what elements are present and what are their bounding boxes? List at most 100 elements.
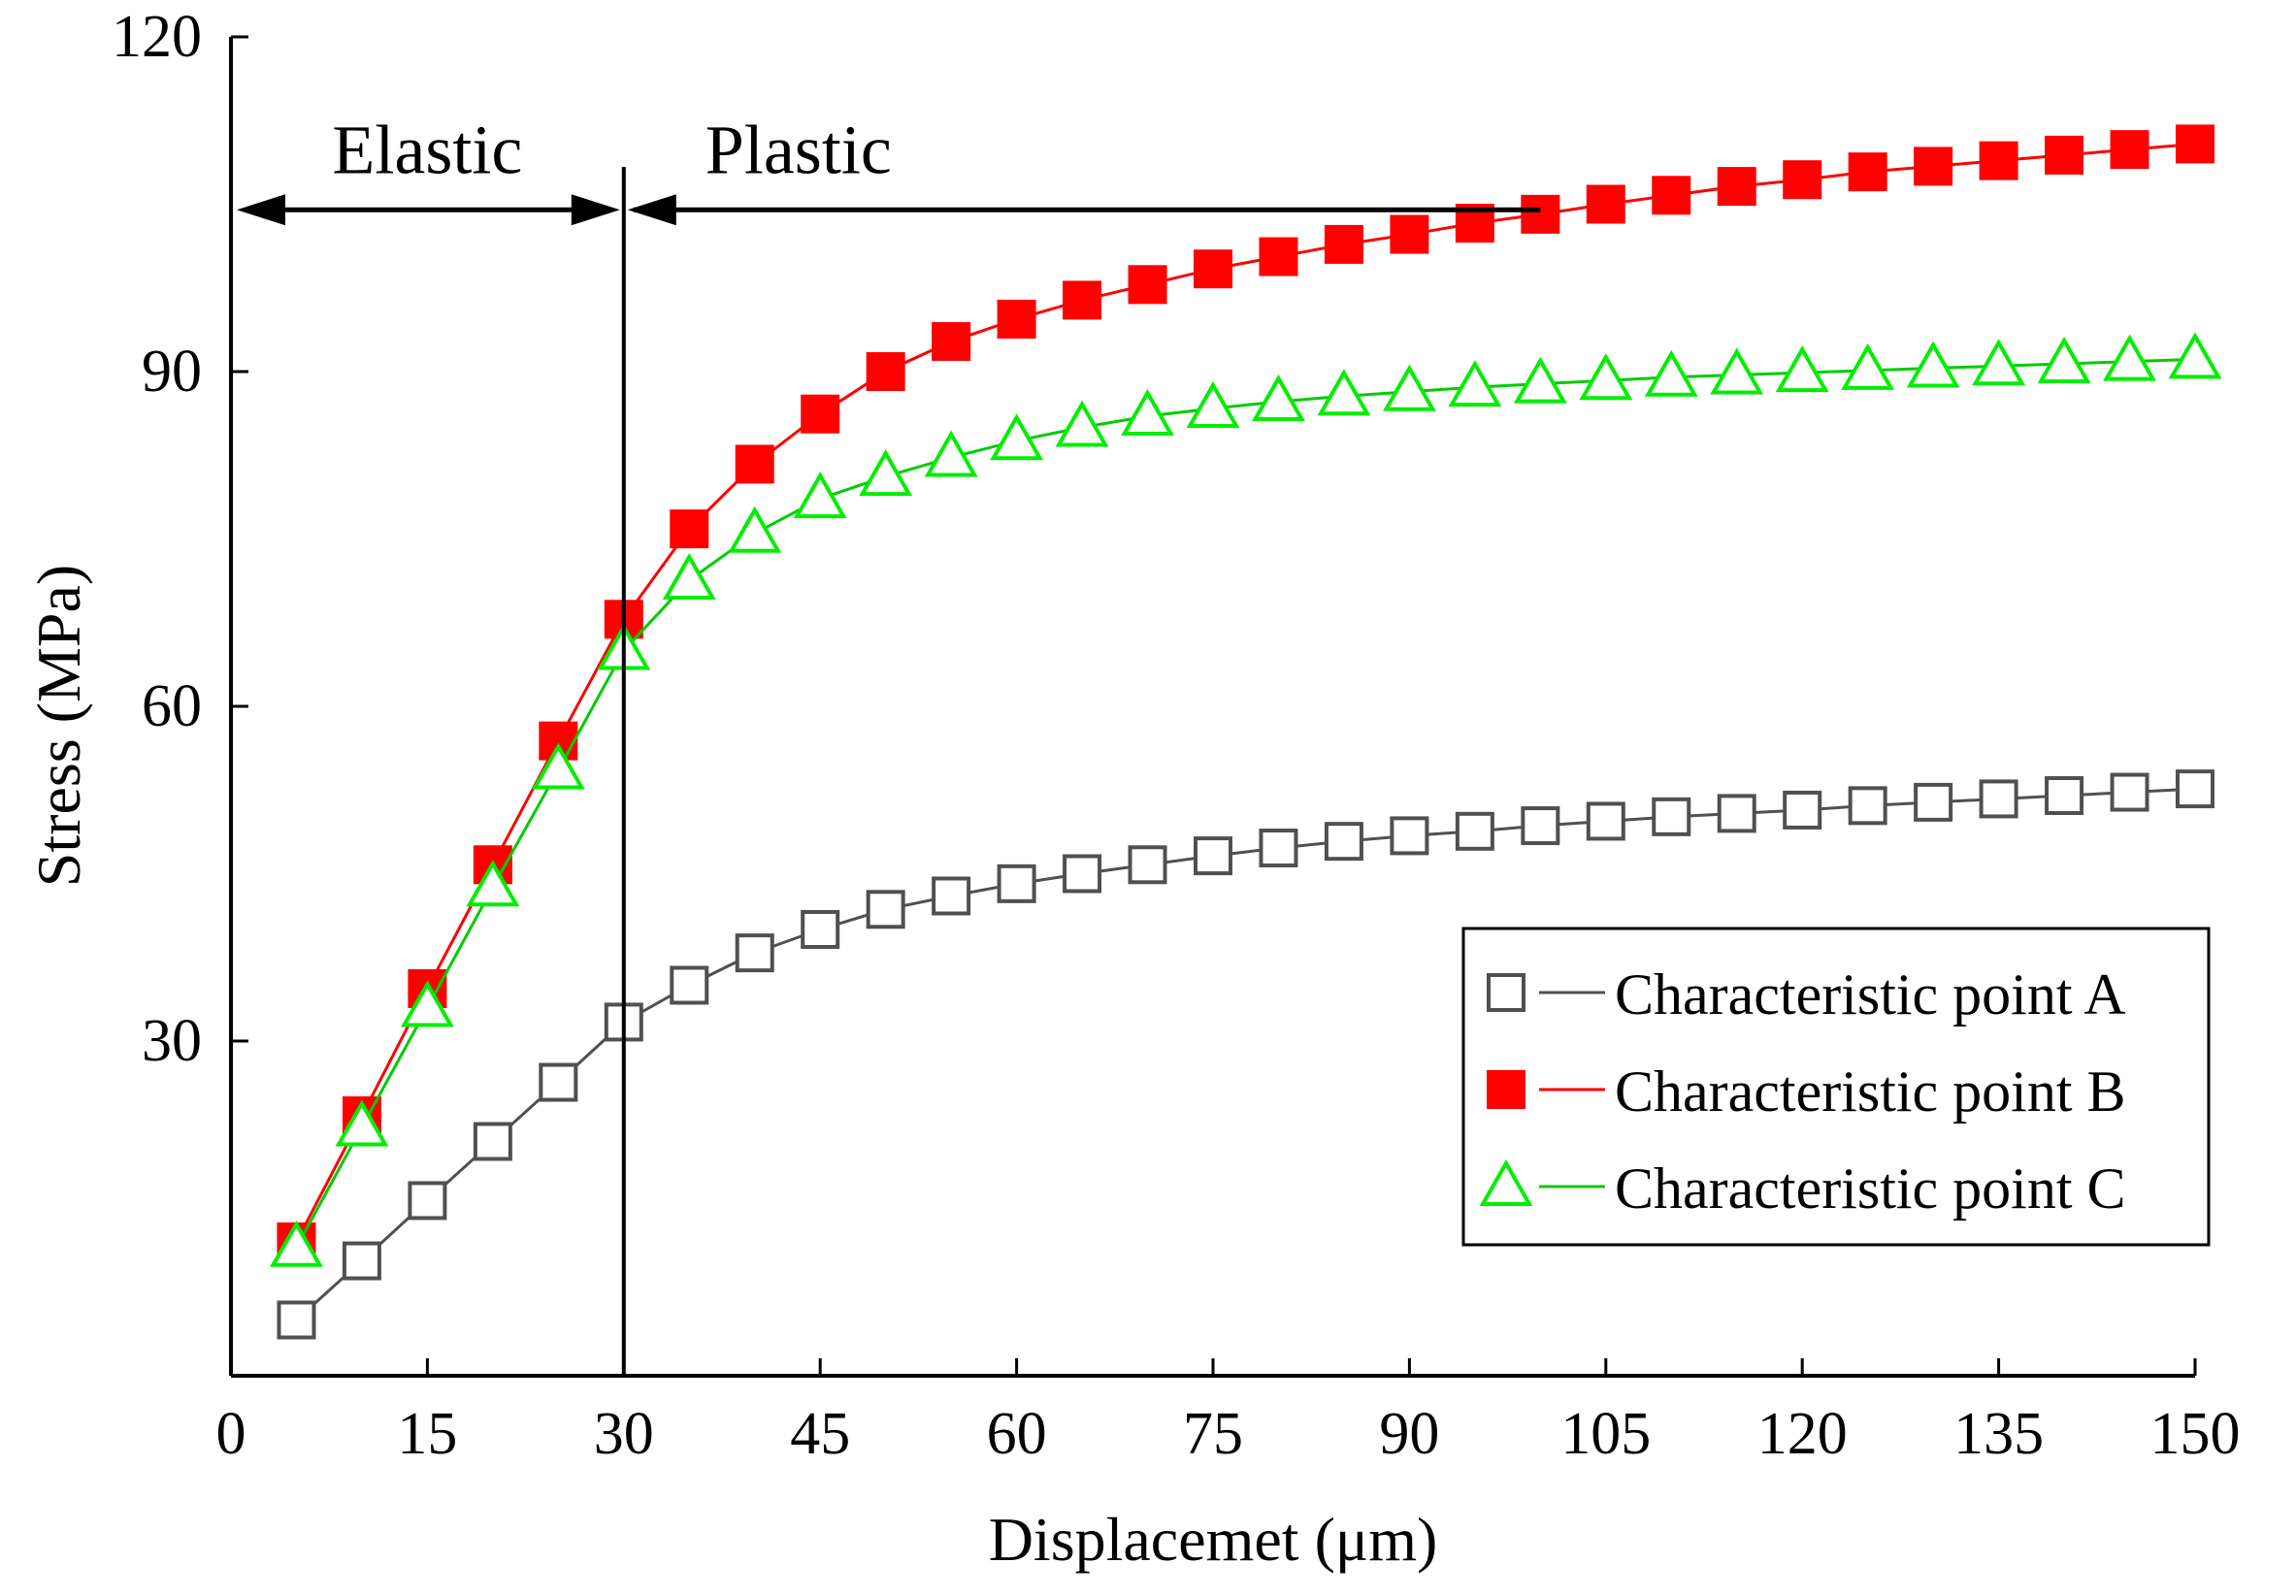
data-point	[1783, 160, 1822, 200]
data-point	[2176, 124, 2214, 164]
data-point	[1448, 360, 1502, 407]
series-b	[277, 124, 2214, 1261]
data-point	[1194, 249, 1232, 289]
data-point	[990, 413, 1044, 461]
y-axis-label: Stress (MPa)	[24, 565, 93, 887]
data-point	[466, 860, 520, 907]
elastic-label: Elastic	[332, 111, 522, 188]
data-point	[662, 553, 716, 601]
data-point	[997, 299, 1036, 339]
x-tick-label: 90	[1379, 1401, 1439, 1467]
data-point	[1717, 794, 1756, 833]
legend-entry-a: Characteristic point A	[1487, 962, 2126, 1026]
data-point	[1121, 388, 1174, 436]
data-point	[277, 1300, 316, 1340]
x-axis-label: Displacemet (μm)	[989, 1505, 1438, 1574]
data-point	[531, 742, 585, 790]
data-point	[1586, 184, 1625, 224]
data-point	[2103, 334, 2156, 381]
data-point	[1586, 801, 1625, 841]
legend-entry-b: Characteristic point B	[1487, 1059, 2126, 1124]
x-tick-label: 0	[216, 1401, 246, 1467]
data-point	[1972, 339, 2026, 386]
data-point	[793, 472, 847, 519]
annotation-layer: Elastic Plastic	[237, 111, 1541, 1376]
data-point	[1252, 375, 1305, 422]
data-point	[1324, 224, 1363, 264]
data-point	[1324, 822, 1363, 862]
data-point	[997, 863, 1036, 903]
data-point	[801, 394, 840, 434]
data-point	[1652, 797, 1691, 836]
data-point	[866, 890, 905, 929]
series-layer	[270, 124, 2222, 1340]
data-point	[1644, 349, 1698, 397]
data-point	[1717, 167, 1756, 207]
data-point	[342, 1241, 381, 1281]
data-point	[335, 1099, 389, 1147]
data-point	[1906, 341, 1960, 388]
data-point	[924, 430, 978, 477]
data-point	[2110, 772, 2149, 812]
data-point	[1259, 829, 1298, 868]
arrow-head-left	[237, 194, 285, 226]
data-point	[270, 1220, 323, 1267]
data-point	[2045, 776, 2084, 815]
data-point	[670, 509, 709, 549]
data-point	[932, 876, 971, 916]
legend-marker	[1479, 1158, 1533, 1206]
data-point	[1848, 152, 1887, 192]
data-point	[473, 1122, 512, 1161]
x-tick-label: 150	[2150, 1401, 2241, 1467]
arrow-head-left	[627, 194, 676, 226]
data-point	[1128, 265, 1167, 305]
arrow-head-right	[571, 194, 620, 226]
x-tick-label: 60	[987, 1401, 1047, 1467]
legend-entry-c: Characteristic point C	[1479, 1156, 2126, 1221]
plastic-label: Plastic	[705, 111, 892, 188]
x-tick-label: 120	[1757, 1401, 1848, 1467]
y-tick-label: 120	[112, 4, 202, 70]
data-point	[866, 352, 905, 391]
data-point	[1710, 347, 1764, 395]
data-point	[859, 449, 913, 497]
data-point	[2110, 130, 2149, 170]
data-point	[1128, 845, 1167, 885]
data-point	[1914, 782, 1953, 822]
data-point	[1513, 356, 1567, 404]
data-point	[1390, 816, 1429, 856]
plastic-arrow	[627, 194, 1541, 226]
x-tick-label: 15	[397, 1401, 457, 1467]
data-point	[1063, 854, 1102, 894]
legend-label: Characteristic point B	[1615, 1059, 2126, 1124]
data-point	[1455, 811, 1494, 851]
data-point	[2037, 336, 2091, 383]
data-point	[1317, 369, 1371, 416]
data-point	[801, 910, 840, 949]
x-tick-label: 135	[1953, 1401, 2044, 1467]
x-tick-label: 105	[1560, 1401, 1651, 1467]
data-point	[1382, 364, 1436, 411]
data-point	[932, 321, 971, 361]
data-point	[1848, 786, 1887, 826]
x-tick-label: 75	[1183, 1401, 1243, 1467]
x-tick-label: 45	[790, 1401, 850, 1467]
y-tick-label: 30	[142, 1008, 202, 1074]
series-c	[270, 332, 2222, 1267]
data-point	[1390, 214, 1429, 254]
data-point	[1186, 380, 1240, 428]
data-point	[1055, 400, 1109, 447]
y-tick-label: 60	[142, 673, 202, 739]
legend-box	[1461, 927, 2211, 1247]
data-point	[1194, 836, 1232, 876]
data-point	[735, 444, 774, 484]
series-a	[277, 769, 2214, 1340]
data-point	[1063, 280, 1102, 320]
data-point	[1841, 342, 1895, 390]
data-point	[1521, 806, 1560, 846]
data-point	[2176, 769, 2214, 809]
elastic-arrow	[237, 194, 620, 226]
legend-marker	[1487, 1070, 1525, 1109]
data-point	[2045, 135, 2084, 175]
